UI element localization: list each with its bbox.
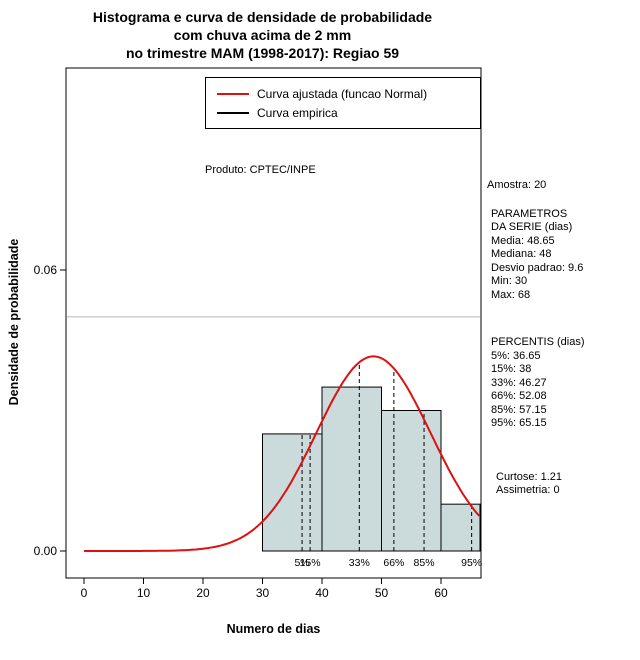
stats-line: PERCENTIS (dias): [491, 336, 585, 348]
y-tick-label: 0.00: [34, 544, 58, 558]
x-tick-label: 60: [434, 586, 448, 600]
stats-line: DA SERIE (dias): [491, 221, 573, 233]
chart-title-line-1: Histograma e curva de densidade de proba…: [92, 9, 433, 25]
stats-panel: Amostra: 20 PARAMETROS DA SERIE (dias) Medi…: [487, 179, 639, 498]
legend: Curva ajustada (funcao Normal) Curva emp…: [205, 77, 481, 129]
stats-line: Amostra: 20: [487, 179, 547, 191]
histogram-bar: [262, 433, 323, 552]
chart-title: Histograma e curva de densidade de proba…: [0, 8, 525, 62]
stats-line: 15%: 38: [491, 363, 532, 375]
stats-group: PERCENTIS (dias) 5%: 36.65 15%: 38 33%: 46.…: [487, 336, 639, 431]
percentile-label: 66%: [383, 557, 404, 569]
stats-line: Media: 48.65: [491, 234, 555, 247]
stats-group: Amostra: 20: [487, 179, 639, 193]
chart-title-line-3: no trimestre MAM (1998-2017): Regiao 59: [125, 45, 400, 61]
histogram-bar: [440, 503, 481, 552]
stats-line: 95%: 65.15: [491, 417, 547, 429]
stats-line: 85%: 57.15: [491, 403, 547, 416]
stats-line: PARAMETROS: [491, 207, 568, 220]
stats-group: Curtose: 1.21 Assimetria: 0: [487, 471, 639, 498]
legend-item-fitted: Curva ajustada (funcao Normal): [217, 87, 480, 101]
stats-line: Mediana: 48: [491, 248, 552, 260]
stats-line: 33%: 46.27: [491, 376, 547, 389]
x-tick-label: 40: [315, 586, 329, 600]
stats-line: 66%: 52.08: [491, 390, 547, 402]
empirical-curve-line-sample: [217, 111, 249, 114]
stats-line: 5%: 36.65: [491, 349, 541, 362]
x-tick-label: 10: [137, 586, 151, 600]
legend-item-empirical: Curva empirica: [217, 106, 480, 120]
plot-border: [65, 67, 482, 579]
legend-label-fitted: Curva ajustada (funcao Normal): [257, 86, 428, 101]
stats-line: Min: 30: [491, 275, 528, 287]
product-annotation: Produto: CPTEC/INPE: [205, 164, 316, 176]
x-tick-label: 20: [196, 586, 210, 600]
y-tick-label: 0.06: [34, 263, 58, 277]
percentile-label: 33%: [349, 557, 370, 569]
x-tick-label: 50: [375, 586, 389, 600]
y-axis-title: Densidade de probabilidade: [7, 238, 21, 406]
percentile-label: 5%: [294, 557, 309, 569]
stats-line: Assimetria: 0: [496, 484, 560, 496]
x-tick-label: 0: [81, 586, 88, 600]
stats-group: PARAMETROS DA SERIE (dias) Media: 48.65 Med…: [487, 208, 639, 303]
fitted-curve-line-sample: [217, 92, 249, 95]
stats-line: Desvio padrao: 9.6: [491, 261, 584, 274]
x-axis-title: Numero de dias: [226, 622, 321, 636]
stats-line: Max: 68: [491, 288, 531, 301]
legend-label-empirical: Curva empirica: [257, 105, 338, 120]
stats-line: Curtose: 1.21: [496, 470, 563, 483]
percentile-label: 95%: [461, 557, 482, 569]
chart-title-line-2: com chuva acima de 2 mm: [173, 27, 352, 43]
histogram-bar: [321, 386, 382, 552]
percentile-label: 15%: [300, 557, 321, 569]
fitted-normal-curve: [84, 355, 480, 552]
histogram-bar: [381, 410, 442, 552]
percentile-label: 85%: [414, 557, 435, 569]
x-tick-label: 30: [256, 586, 270, 600]
